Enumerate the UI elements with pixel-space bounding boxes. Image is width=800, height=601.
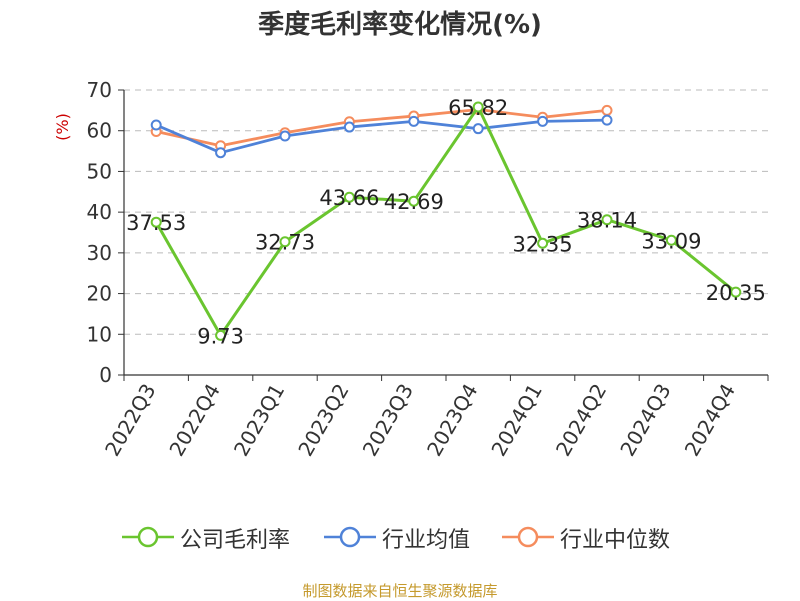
data-point	[408, 115, 420, 127]
chart-title: 季度毛利率变化情况(%)	[258, 10, 542, 40]
series-line-0	[154, 105, 737, 337]
x-tick-label: 2022Q3	[100, 380, 160, 461]
data-point	[472, 101, 484, 113]
x-tick-label: 2023Q4	[422, 380, 482, 461]
data-point	[408, 195, 420, 207]
y-tick-label: 50	[87, 159, 112, 183]
x-tick-label: 2024Q4	[680, 380, 740, 461]
legend-label-company: 公司毛利率	[180, 528, 291, 553]
data-point	[150, 216, 162, 228]
data-label: 37.53	[126, 211, 186, 235]
data-point	[343, 121, 355, 133]
data-label: 65.82	[448, 96, 508, 120]
data-point	[472, 123, 484, 135]
x-tick-label: 2023Q2	[293, 380, 353, 461]
series-layer	[150, 101, 742, 341]
data-label: 33.09	[641, 229, 701, 253]
y-tick-label: 10	[87, 322, 112, 346]
data-point	[150, 119, 162, 131]
grid-layer	[124, 89, 768, 335]
legend-label-industry-avg: 行业均值	[382, 528, 471, 553]
legend-industry-avg-line-icon	[324, 526, 376, 548]
legend-label-industry-median: 行业中位数	[560, 528, 671, 553]
y-tick-label: 30	[87, 241, 112, 265]
y-axis-unit-label: (%)	[53, 113, 72, 141]
y-tick-label: 20	[87, 282, 112, 306]
data-point	[215, 329, 227, 341]
legend-item-industry-median[interactable]: 行业中位数	[502, 518, 670, 556]
data-point	[601, 114, 613, 126]
y-tick-label: 60	[87, 119, 112, 143]
data-label: 43.66	[319, 186, 379, 210]
y-tick-label: 70	[87, 78, 112, 102]
data-point	[537, 115, 549, 127]
legend-industry-median-line-icon	[502, 526, 554, 548]
data-point	[537, 237, 549, 249]
y-tick-label: 40	[87, 200, 112, 224]
source-note: 制图数据来自恒生聚源数据库	[302, 582, 498, 600]
data-label: 38.14	[577, 209, 637, 233]
series-line-2	[155, 108, 608, 148]
data-label: 32.73	[255, 231, 315, 255]
legend-item-industry-avg[interactable]: 行业均值	[324, 518, 470, 556]
data-label: 32.35	[513, 232, 573, 256]
data-point	[730, 286, 742, 298]
x-tick-label: 2024Q1	[486, 380, 546, 461]
data-point	[601, 104, 613, 116]
legend-item-company[interactable]: 公司毛利率	[122, 518, 290, 556]
data-label: 42.69	[384, 190, 444, 214]
data-point	[279, 130, 291, 142]
x-tick-label: 2024Q3	[615, 380, 675, 461]
x-tick-label: 2024Q2	[551, 380, 611, 461]
data-label: 9.73	[197, 324, 244, 348]
data-point	[215, 147, 227, 159]
x-tick-label: 2023Q1	[229, 380, 289, 461]
x-tick-label: 2023Q3	[358, 380, 418, 461]
legend-company-line-icon	[122, 526, 174, 548]
data-point	[601, 214, 613, 226]
data-label: 20.35	[706, 281, 766, 305]
legend: 公司毛利率 行业均值 行业中位数	[0, 518, 800, 556]
data-point	[665, 234, 677, 246]
series-line-1	[155, 118, 608, 155]
y-tick-label: 0	[99, 363, 112, 387]
data-point	[343, 191, 355, 203]
data-point	[279, 236, 291, 248]
x-tick-label: 2022Q4	[164, 380, 224, 461]
